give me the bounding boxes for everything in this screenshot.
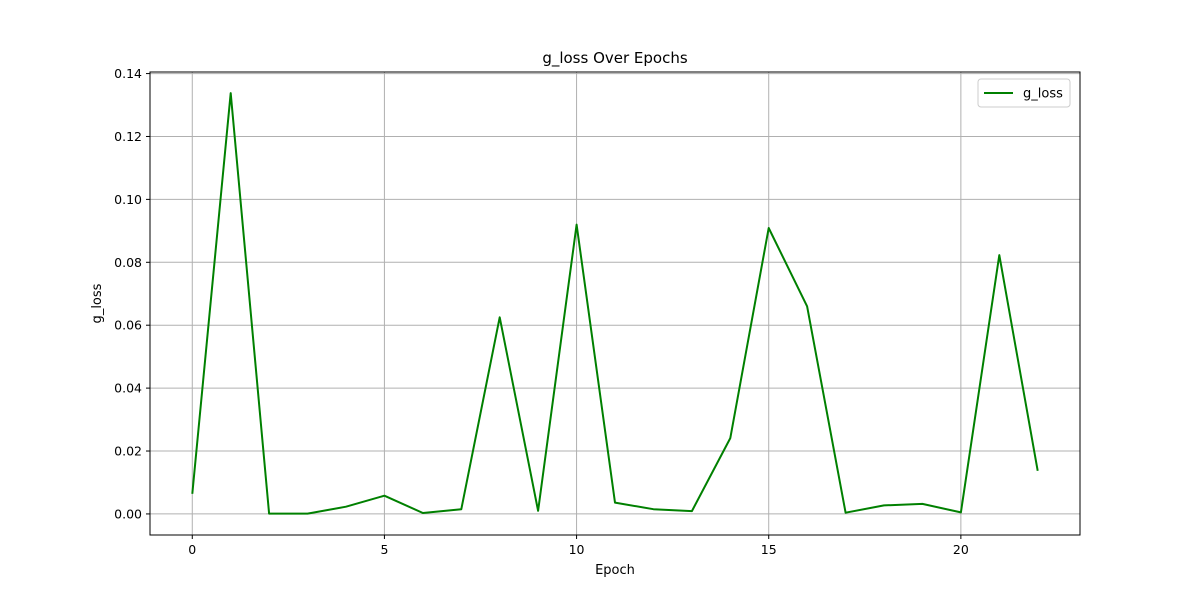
data-point bbox=[422, 512, 424, 514]
legend-label: g_loss bbox=[1023, 87, 1063, 102]
y-tick-label: 0.04 bbox=[114, 381, 142, 396]
y-tick-label: 0.02 bbox=[114, 444, 142, 459]
data-point bbox=[460, 508, 462, 510]
data-point bbox=[998, 254, 1000, 256]
data-point bbox=[691, 510, 693, 512]
x-axis-label: Epoch bbox=[595, 563, 635, 578]
axis-ticks: 0 5 10 15 20 0.00 0.02 0.04 0.06 0.08 0.10 0.12 0.14 bbox=[114, 66, 969, 557]
data-point bbox=[345, 506, 347, 508]
data-point bbox=[729, 437, 731, 439]
x-tick-label: 15 bbox=[761, 542, 777, 557]
x-tick-label: 10 bbox=[569, 542, 585, 557]
data-point bbox=[191, 493, 193, 495]
x-tick-label: 5 bbox=[380, 542, 388, 557]
data-point bbox=[268, 513, 270, 515]
data-point bbox=[537, 510, 539, 512]
y-tick-label: 0.14 bbox=[114, 66, 142, 81]
data-point bbox=[883, 504, 885, 506]
y-tick-label: 0.10 bbox=[114, 192, 142, 207]
data-point bbox=[960, 511, 962, 513]
y-tick-label: 0.00 bbox=[114, 506, 142, 521]
data-point bbox=[652, 508, 654, 510]
data-point bbox=[383, 495, 385, 497]
series-layer bbox=[191, 92, 1039, 515]
data-point bbox=[921, 503, 923, 505]
data-point bbox=[614, 502, 616, 504]
x-tick-label: 20 bbox=[953, 542, 969, 557]
data-point bbox=[1037, 470, 1039, 472]
data-point bbox=[768, 227, 770, 229]
legend-frame bbox=[977, 78, 1071, 108]
chart-title: g_loss Over Epochs bbox=[542, 49, 688, 68]
grid bbox=[150, 72, 1080, 535]
data-point bbox=[499, 316, 501, 318]
data-point bbox=[845, 512, 847, 514]
y-tick-label: 0.12 bbox=[114, 129, 142, 144]
data-point bbox=[806, 305, 808, 307]
legend: g_loss bbox=[977, 78, 1071, 108]
data-point bbox=[576, 224, 578, 226]
plot-area-frame bbox=[149, 71, 1081, 536]
y-axis-label: g_loss bbox=[90, 283, 105, 323]
series-line-g_loss bbox=[191, 92, 1039, 515]
y-tick-label: 0.06 bbox=[114, 318, 142, 333]
data-point bbox=[307, 513, 309, 515]
data-point bbox=[230, 92, 232, 94]
x-tick-label: 0 bbox=[188, 542, 196, 557]
y-tick-label: 0.08 bbox=[114, 255, 142, 270]
